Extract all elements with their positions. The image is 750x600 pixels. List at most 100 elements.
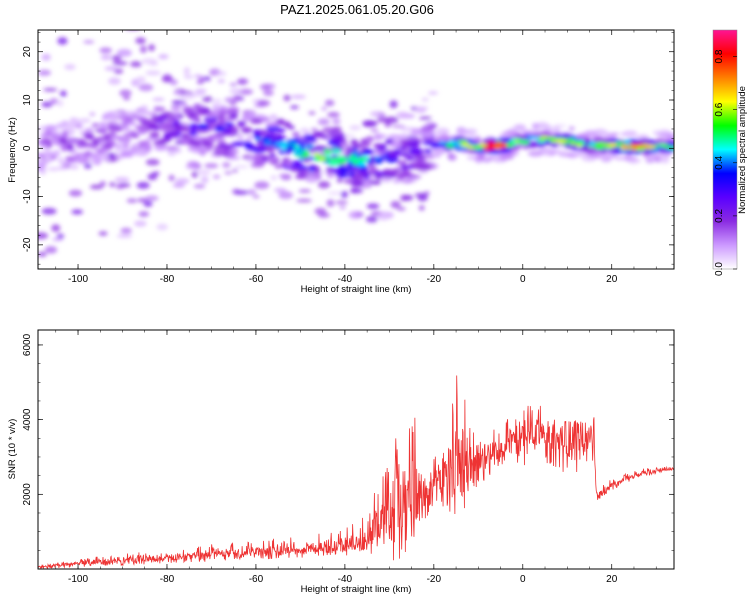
- spectrogram-blob: [236, 78, 249, 85]
- spectrogram-ridge-blob: [274, 145, 282, 149]
- spectrogram-ridge-blob: [518, 134, 526, 140]
- spectrogram-ridge-blob: [247, 113, 256, 120]
- spectrogram-ridge-blob: [76, 145, 86, 149]
- x-tick-label: -40: [338, 274, 353, 285]
- spectrogram-blob: [262, 89, 274, 96]
- spectrogram-blob: [49, 98, 59, 105]
- spectrogram-ridge-blob: [181, 138, 190, 145]
- spectrogram-blob: [233, 165, 249, 169]
- spectrogram-blob: [137, 197, 148, 203]
- spectrogram-blob: [200, 176, 209, 184]
- spectrogram-core-blob: [487, 141, 494, 146]
- spectrogram-ridge-blob: [540, 130, 551, 137]
- spectrogram-ridge-blob: [409, 147, 423, 154]
- spectrogram-ridge-blob: [64, 122, 77, 130]
- spectrogram-ridge-blob: [276, 128, 286, 133]
- spectrogram-x-ticks: -100 -80 -60 -40 -20 0 20: [55, 30, 657, 285]
- spectrogram-blob: [340, 190, 349, 199]
- spectrogram-ridge-blob: [44, 125, 58, 130]
- spectrogram-ridge-blob: [154, 120, 164, 124]
- spectrogram-ridge-blob: [330, 137, 343, 144]
- spectrogram-ridge-blob: [314, 166, 321, 174]
- spectrogram-ridge-blob: [307, 156, 317, 161]
- x-tick-label: -100: [68, 574, 88, 585]
- spectrogram-blob: [403, 194, 414, 201]
- spectrogram-blob: [198, 75, 205, 83]
- spectrogram-core-blob: [569, 141, 576, 146]
- x-tick-label: -20: [427, 274, 442, 285]
- spectrogram-blob: [108, 77, 121, 85]
- spectrogram-ridge-blob: [272, 156, 280, 161]
- spectrogram-blob: [148, 44, 155, 52]
- spectrogram-ridge-blob: [420, 126, 431, 133]
- spectrogram-ridge-blob: [256, 114, 264, 120]
- spectrogram-blob: [385, 116, 399, 124]
- spectrogram-core-blob: [293, 151, 305, 156]
- spectrogram-blob: [247, 189, 257, 196]
- spectrogram-y-axis-title: Frequency (Hz): [7, 117, 18, 182]
- spectrogram-blob: [211, 98, 223, 104]
- spectrogram-blob: [654, 157, 662, 163]
- spectrogram-blob: [237, 133, 244, 141]
- spectrogram-blob: [145, 70, 161, 76]
- spectrogram-blob: [520, 130, 531, 134]
- spectrogram-blob: [270, 175, 278, 181]
- spectrogram-ridge-blob: [331, 148, 342, 154]
- spectrogram-ridge-blob: [335, 144, 343, 150]
- spectrogram-ridge-blob: [138, 149, 149, 156]
- spectrogram-ridge-blob: [260, 117, 271, 122]
- spectrogram-ridge-blob: [310, 134, 324, 138]
- spectrogram-core-blob: [494, 144, 506, 148]
- spectrogram-ridge-blob: [297, 169, 310, 174]
- spectrogram-blob: [194, 74, 202, 78]
- spectrogram-blob: [321, 106, 328, 111]
- spectrogram-core-blob: [567, 139, 578, 143]
- spectrogram-y-ticks: -20 -10 0 10 20: [22, 32, 674, 265]
- spectrogram-ridge-blob: [224, 122, 234, 127]
- spectrogram-blob: [317, 181, 331, 189]
- colorbar-tick-label: 0.8: [714, 49, 725, 63]
- snr-y-ticks: 2000 4000 6000: [22, 333, 674, 551]
- spectrogram-blob: [274, 188, 287, 193]
- spectrogram-ridge-blob: [255, 145, 268, 152]
- spectrogram-ridge-blob: [166, 131, 179, 138]
- spectrogram-ridge-blob: [134, 125, 148, 130]
- spectrogram-ridge-blob: [192, 136, 203, 141]
- spectrogram-ridge-blob: [285, 141, 298, 146]
- spectrogram-blob: [172, 182, 185, 188]
- spectrogram-ridge-blob: [77, 138, 85, 143]
- spectrogram-ridge-blob: [265, 145, 275, 153]
- spectrogram-ridge-blob: [57, 157, 64, 164]
- spectrogram-core-blob: [622, 144, 628, 149]
- spectrogram-ridge-blob: [327, 160, 340, 166]
- spectrogram-ridge-blob: [139, 118, 153, 123]
- spectrogram-ridge-blob: [400, 179, 414, 184]
- spectrogram-ridge-blob: [626, 149, 633, 154]
- spectrogram-ridge-blob: [389, 142, 403, 148]
- spectrogram-ridge-blob: [326, 170, 334, 174]
- snr-series-line: [38, 375, 674, 569]
- spectrogram-core-blob: [278, 142, 288, 147]
- spectrogram-blob: [418, 205, 425, 211]
- spectrogram-ridge-blob: [550, 142, 559, 148]
- spectrogram-ridge-blob: [199, 148, 207, 155]
- spectrogram-blob: [41, 53, 51, 61]
- spectrogram-ridge-blob: [65, 144, 74, 151]
- spectrogram-ridge-blob: [373, 143, 383, 147]
- spectrogram-ridge-blob: [121, 150, 131, 156]
- spectrogram-blob: [38, 69, 52, 76]
- colorbar-tick-label: 0.0: [714, 262, 725, 276]
- spectrogram-blob: [229, 82, 238, 87]
- spectrogram-ridge-blob: [274, 164, 283, 169]
- spectrogram-blob: [367, 163, 376, 170]
- spectrogram-blob: [396, 206, 406, 211]
- y-tick-label: 20: [22, 46, 33, 58]
- colorbar-title: Normalized spectral amplitude: [737, 86, 748, 214]
- spectrogram-ridge-blob: [406, 175, 414, 180]
- spectrogram-blob: [229, 88, 243, 95]
- spectrogram-ridge-blob: [213, 151, 226, 156]
- spectrogram-blob: [116, 234, 133, 238]
- spectrogram-ridge-blob: [85, 135, 95, 140]
- spectrogram-ridge-blob: [295, 174, 309, 180]
